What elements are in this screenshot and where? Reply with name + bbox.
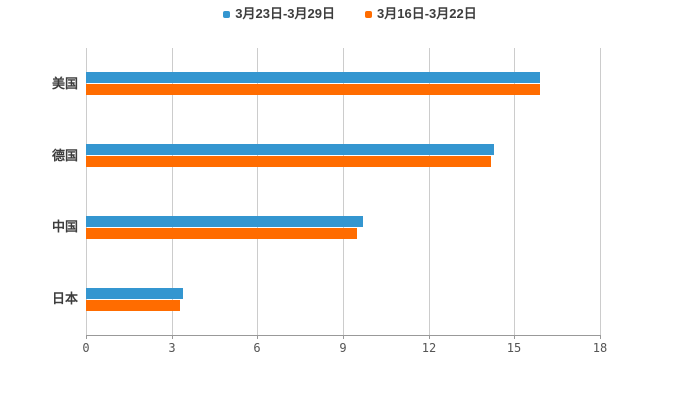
x-tick-label: 6 (253, 341, 261, 355)
gridline (172, 48, 173, 335)
bar-series2 (86, 84, 541, 95)
bar-series1 (86, 144, 495, 155)
x-tick-label: 3 (168, 341, 176, 355)
x-tick-label: 18 (592, 341, 608, 355)
gridline (86, 48, 87, 335)
legend-marker-icon (223, 10, 231, 18)
legend-item-series1[interactable]: 3月23日-3月29日 (223, 6, 335, 22)
gridline (600, 48, 601, 335)
x-tick-label: 12 (421, 341, 437, 355)
legend-label: 3月16日-3月22日 (377, 6, 477, 21)
axis-tick (172, 335, 173, 339)
gridline (429, 48, 430, 335)
legend-marker-icon (365, 10, 372, 18)
bar-series2 (86, 156, 492, 167)
legend: 3月23日-3月29日 3月16日-3月22日 (0, 6, 700, 22)
axis-tick (600, 335, 601, 339)
legend-item-series2[interactable]: 3月16日-3月22日 (365, 6, 477, 22)
bar-series1 (86, 288, 184, 299)
axis-tick (86, 335, 87, 339)
gridline (343, 48, 344, 335)
x-tick-label: 9 (339, 341, 347, 355)
bar-series2 (86, 300, 181, 311)
axis-tick (429, 335, 430, 339)
gridline (514, 48, 515, 335)
axis-tick (514, 335, 515, 339)
category-label: 德国 (51, 148, 78, 163)
bar-series2 (86, 228, 358, 239)
legend-label: 3月23日-3月29日 (235, 6, 335, 21)
category-label: 美国 (51, 76, 78, 91)
bar-series1 (86, 72, 541, 83)
axis-tick (257, 335, 258, 339)
plot-area (86, 48, 601, 339)
category-label: 中国 (51, 219, 78, 234)
category-label: 日本 (51, 291, 78, 306)
gridline (257, 48, 258, 335)
x-tick-label: 15 (506, 341, 522, 355)
axis-tick (343, 335, 344, 339)
bar-series1 (86, 216, 363, 227)
x-tick-label: 0 (82, 341, 90, 355)
